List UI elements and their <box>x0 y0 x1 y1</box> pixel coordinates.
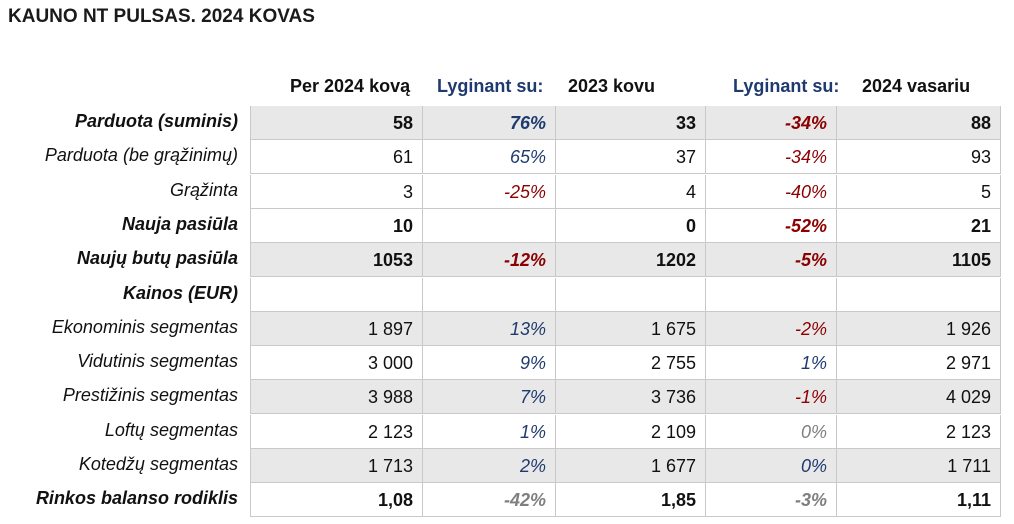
table-row: Kainos (EUR) <box>0 277 1001 312</box>
change-vs-prev-year: 1% <box>422 414 555 449</box>
change-vs-prev-year <box>422 277 555 312</box>
row-label: Ekonominis segmentas <box>51 316 238 337</box>
table-row: Ekonominis segmentas 1 897 13% 1 675 -2% 1 92… <box>0 311 1001 346</box>
value-current: 3 000 <box>250 346 422 381</box>
value-prev-year: 1,85 <box>555 483 705 518</box>
change-vs-prev-year: 13% <box>422 311 555 346</box>
value-current: 1 713 <box>250 449 422 483</box>
row-label: Parduota (be grąžinimų) <box>44 145 238 166</box>
value-prev-year <box>555 277 705 312</box>
value-prev-year: 33 <box>555 106 705 140</box>
column-header-compare-1: Lyginant su: <box>437 76 544 96</box>
table-row: Parduota (suminis) 58 76% 33 -34% 88 <box>0 106 1001 140</box>
row-label: Naujų butų pasiūla <box>76 248 238 269</box>
change-vs-prev-year: -42% <box>422 483 555 518</box>
page-title: KAUNO NT PULSAS. 2024 KOVAS <box>8 6 315 27</box>
row-label: Rinkos balanso rodiklis <box>35 488 238 509</box>
change-vs-prev-month: -1% <box>705 380 836 415</box>
change-vs-prev-month: -34% <box>705 106 836 140</box>
table-row: Vidutinis segmentas 3 000 9% 2 755 1% 2 971 <box>0 346 1001 381</box>
row-label: Grąžinta <box>169 179 238 200</box>
value-current: 61 <box>250 140 422 175</box>
value-prev-year: 2 755 <box>555 346 705 381</box>
change-vs-prev-month: -3% <box>705 483 836 518</box>
value-prev-month: 1105 <box>836 243 1001 278</box>
value-current: 2 123 <box>250 414 422 449</box>
change-vs-prev-year: 2% <box>422 449 555 483</box>
change-vs-prev-month: -34% <box>705 140 836 175</box>
value-current: 1 897 <box>250 311 422 346</box>
change-vs-prev-month: -52% <box>705 208 836 243</box>
table-row: Nauja pasiūla 10 0 -52% 21 <box>0 208 1001 243</box>
value-current: 10 <box>250 208 422 243</box>
value-prev-year: 3 736 <box>555 380 705 415</box>
column-header-prev-year: 2023 kovu <box>568 76 656 96</box>
change-vs-prev-month <box>705 277 836 312</box>
value-current: 1,08 <box>250 483 422 518</box>
value-prev-year: 0 <box>555 208 705 243</box>
value-current: 1053 <box>250 243 422 278</box>
row-label: Vidutinis segmentas <box>77 351 238 372</box>
value-prev-month: 5 <box>836 174 1001 209</box>
value-current: 3 <box>250 174 422 209</box>
value-prev-month: 2 123 <box>836 414 1001 449</box>
row-label: Prestižinis segmentas <box>62 385 238 406</box>
table-row: Loftų segmentas 2 123 1% 2 109 0% 2 123 <box>0 414 1001 449</box>
row-label: Loftų segmentas <box>104 419 238 440</box>
value-prev-year: 1 677 <box>555 449 705 483</box>
value-prev-month: 93 <box>836 140 1001 175</box>
value-prev-month: 21 <box>836 208 1001 243</box>
value-prev-month: 1 711 <box>836 449 1001 483</box>
value-prev-year: 4 <box>555 174 705 209</box>
value-current: 3 988 <box>250 380 422 415</box>
change-vs-prev-month: -40% <box>705 174 836 209</box>
change-vs-prev-month: 0% <box>705 414 836 449</box>
value-prev-month: 1 926 <box>836 311 1001 346</box>
value-prev-month: 88 <box>836 106 1001 140</box>
value-prev-month: 1,11 <box>836 483 1001 518</box>
row-label: Kotedžų segmentas <box>78 454 238 474</box>
value-current <box>250 277 422 312</box>
value-current: 58 <box>250 106 422 140</box>
change-vs-prev-month: -5% <box>705 243 836 278</box>
change-vs-prev-month: 0% <box>705 449 836 483</box>
change-vs-prev-year: -12% <box>422 243 555 278</box>
change-vs-prev-year: 65% <box>422 140 555 175</box>
value-prev-year: 2 109 <box>555 414 705 449</box>
table-row: Kotedžų segmentas 1 713 2% 1 677 0% 1 711 <box>0 449 1001 483</box>
column-header-current: Per 2024 kovą <box>290 76 411 96</box>
table-row: Grąžinta 3 -25% 4 -40% 5 <box>0 174 1001 209</box>
column-header-compare-2: Lyginant su: <box>733 76 840 96</box>
change-vs-prev-month: 1% <box>705 346 836 381</box>
value-prev-year: 1202 <box>555 243 705 278</box>
table-row: Rinkos balanso rodiklis 1,08 -42% 1,85 -3% 1,… <box>0 483 1001 518</box>
change-vs-prev-year: 7% <box>422 380 555 415</box>
value-prev-month: 4 029 <box>836 380 1001 415</box>
table-row: Naujų butų pasiūla 1053 -12% 1202 -5% 1105 <box>0 243 1001 278</box>
change-vs-prev-month: -2% <box>705 311 836 346</box>
table-row: Prestižinis segmentas 3 988 7% 3 736 -1% 4 02… <box>0 380 1001 415</box>
column-header-prev-month: 2024 vasariu <box>862 76 971 96</box>
row-label: Kainos (EUR) <box>122 282 238 303</box>
row-label: Parduota (suminis) <box>74 111 238 131</box>
row-label: Nauja pasiūla <box>121 213 238 234</box>
value-prev-month: 2 971 <box>836 346 1001 381</box>
value-prev-month <box>836 277 1001 312</box>
table-row: Parduota (be grąžinimų) 61 65% 37 -34% 93 <box>0 140 1001 175</box>
change-vs-prev-year: 9% <box>422 346 555 381</box>
value-prev-year: 37 <box>555 140 705 175</box>
change-vs-prev-year: 76% <box>422 106 555 140</box>
change-vs-prev-year <box>422 208 555 243</box>
change-vs-prev-year: -25% <box>422 174 555 209</box>
value-prev-year: 1 675 <box>555 311 705 346</box>
